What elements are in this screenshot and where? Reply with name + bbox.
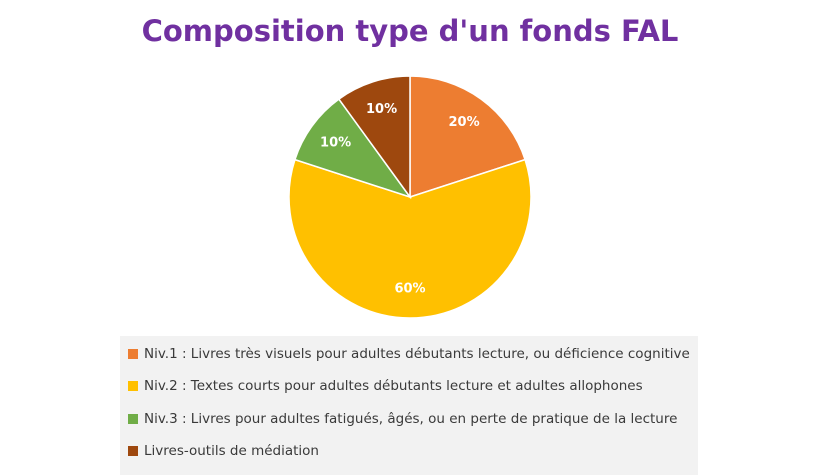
legend-item-niv1: Niv.1 : Livres très visuels pour adultes…	[128, 343, 690, 365]
chart-title: Composition type d'un fonds FAL	[141, 14, 679, 48]
pie-chart: 20% 60% 10% 10%	[288, 75, 532, 319]
legend-label: Niv.1 : Livres très visuels pour adultes…	[144, 346, 690, 362]
legend-label: Livres-outils de médiation	[144, 443, 319, 459]
legend-swatch	[128, 381, 138, 391]
pie-slice	[409, 75, 527, 199]
slice-data-label: 10%	[320, 135, 351, 150]
pie-slice	[293, 98, 412, 199]
pie-slice	[337, 75, 411, 200]
legend-item-mediation: Livres-outils de médiation	[128, 440, 319, 462]
legend-label: Niv.2 : Textes courts pour adultes début…	[144, 378, 643, 394]
legend-swatch	[128, 446, 138, 456]
legend-swatch	[128, 349, 138, 359]
legend: Niv.1 : Livres très visuels pour adultes…	[120, 336, 698, 475]
slice-data-label: 10%	[366, 102, 397, 117]
legend-label: Niv.3 : Livres pour adultes fatigués, âg…	[144, 411, 678, 427]
legend-item-niv2: Niv.2 : Textes courts pour adultes début…	[128, 375, 643, 397]
pie-slice	[288, 158, 532, 319]
slice-data-label: 60%	[394, 281, 425, 296]
legend-item-niv3: Niv.3 : Livres pour adultes fatigués, âg…	[128, 408, 677, 430]
slice-data-label: 20%	[448, 115, 479, 130]
legend-swatch	[128, 414, 138, 424]
